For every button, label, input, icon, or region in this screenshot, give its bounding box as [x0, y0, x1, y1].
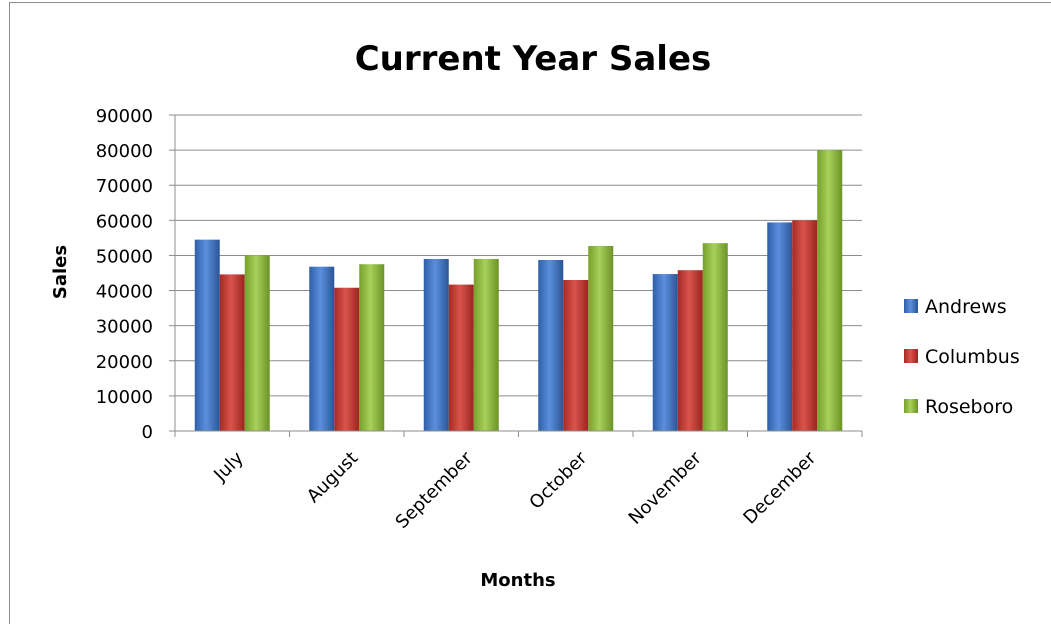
y-tick-label: 40000	[96, 282, 153, 303]
bar-roseboro-november	[702, 243, 728, 431]
bar-andrews-december	[767, 222, 793, 431]
bar-roseboro-july	[244, 255, 270, 431]
bar-columbus-november	[677, 270, 703, 431]
legend-label-roseboro: Roseboro	[925, 396, 1013, 418]
bar-roseboro-december	[817, 150, 843, 431]
bar-roseboro-september	[473, 258, 499, 431]
bar-roseboro-october	[588, 245, 614, 431]
bar-columbus-december	[792, 220, 818, 431]
x-tick-label: July	[209, 447, 248, 486]
x-tick-label: December	[739, 447, 820, 528]
axes	[174, 115, 862, 432]
bar-andrews-november	[652, 274, 678, 431]
legend-swatch-roseboro	[904, 399, 918, 413]
y-tick-label: 80000	[96, 141, 153, 162]
bar-andrews-august	[309, 266, 335, 431]
x-axis-ticks: July August September October November Decemb…	[174, 431, 863, 533]
legend-label-columbus: Columbus	[925, 346, 1020, 368]
x-tick-label: August	[303, 448, 362, 507]
y-axis-ticks: 0 10000 20000 30000 40000 50000 60000 70000 8000…	[96, 106, 175, 443]
bar-andrews-october	[538, 260, 564, 431]
y-axis-title: Sales	[50, 245, 71, 299]
bars	[194, 150, 843, 431]
bar-andrews-september	[423, 258, 449, 431]
chart-title: Current Year Sales	[355, 39, 712, 79]
gridlines	[175, 114, 862, 397]
legend: Andrews Columbus Roseboro	[904, 296, 1020, 418]
y-tick-label: 60000	[96, 211, 153, 232]
x-axis-title: Months	[480, 570, 555, 591]
y-tick-label: 0	[142, 422, 153, 443]
legend-swatch-columbus	[904, 349, 918, 363]
y-tick-label: 90000	[96, 106, 153, 127]
y-tick-label: 20000	[96, 352, 153, 373]
bar-columbus-august	[334, 287, 360, 431]
bar-columbus-september	[448, 284, 474, 431]
y-tick-label: 50000	[96, 246, 153, 267]
x-tick-label: November	[625, 447, 706, 528]
chart-frame	[9, 2, 1051, 624]
legend-label-andrews: Andrews	[925, 296, 1007, 318]
legend-swatch-andrews	[904, 299, 918, 313]
bar-columbus-july	[219, 274, 245, 431]
y-tick-label: 30000	[96, 317, 153, 338]
bar-andrews-july	[194, 239, 220, 431]
x-tick-label: September	[392, 447, 478, 533]
bar-columbus-october	[563, 280, 589, 431]
y-tick-label: 70000	[96, 176, 153, 197]
y-tick-label: 10000	[96, 387, 153, 408]
x-tick-label: October	[525, 447, 591, 513]
bar-roseboro-august	[359, 264, 385, 431]
